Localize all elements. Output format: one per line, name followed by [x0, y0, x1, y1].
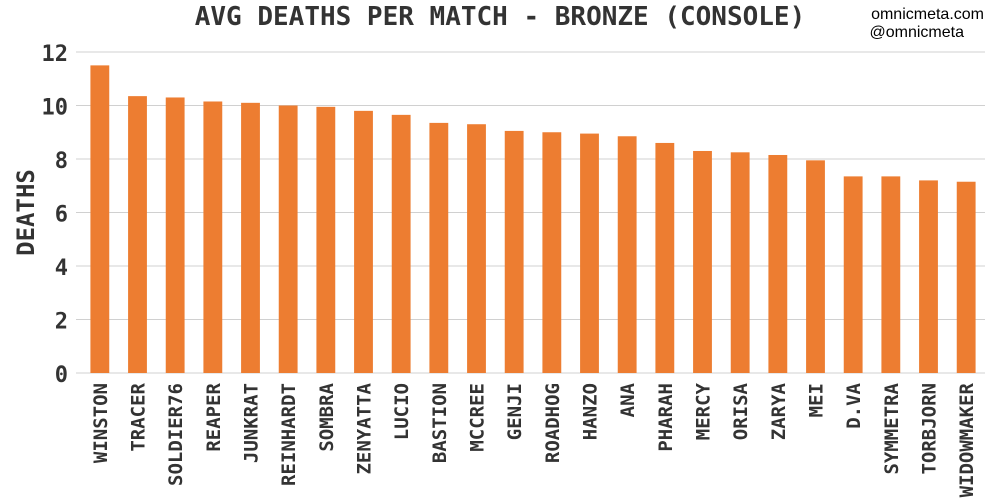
bar	[956, 181, 976, 373]
x-tick-label: SOLDIER76	[165, 383, 187, 486]
x-tick-label: MCCREE	[467, 383, 489, 452]
bar	[391, 114, 411, 374]
bar	[467, 124, 486, 373]
x-tick-label: REAPER	[203, 382, 225, 451]
x-tick-label: ZARYA	[768, 382, 790, 440]
y-tick-label: 4	[55, 256, 68, 281]
x-tick-label: HANZO	[580, 383, 602, 440]
credit-site: omnicmeta.com	[871, 6, 984, 23]
y-axis-label: DEATHS	[12, 169, 40, 256]
bar	[580, 133, 599, 373]
x-tick-label: ORISA	[730, 382, 752, 440]
x-tick-label: MERCY	[693, 382, 715, 440]
x-tick-label: REINHARDT	[278, 383, 300, 486]
bar	[693, 150, 712, 373]
x-tick-label: PHARAH	[655, 383, 677, 452]
x-tick-label: LUCIO	[391, 383, 413, 440]
y-tick-label: 2	[55, 310, 68, 335]
x-tick-label: TORBJORN	[919, 383, 941, 475]
bar	[90, 65, 110, 373]
x-tick-label: ROADHOG	[542, 383, 564, 463]
bar	[241, 102, 260, 373]
bar	[542, 132, 562, 373]
bar	[843, 176, 863, 373]
x-tick-label: BASTION	[429, 383, 451, 463]
x-tick-label: SOMBRA	[316, 382, 338, 451]
bar	[429, 122, 449, 373]
bar	[203, 101, 223, 374]
x-tick-label: D.VA	[843, 382, 865, 428]
bar	[504, 130, 524, 373]
bar	[881, 176, 901, 373]
y-tick-label: 6	[55, 203, 68, 228]
y-tick-label: 0	[55, 363, 68, 388]
y-tick-label: 10	[42, 96, 69, 121]
x-tick-label: JUNKRAT	[241, 383, 263, 463]
chart-title: AVG DEATHS PER MATCH - BRONZE (CONSOLE)	[194, 2, 806, 32]
bar	[617, 136, 637, 373]
x-tick-label: WIDOWMAKER	[956, 382, 978, 497]
x-tick-label: GENJI	[504, 383, 526, 440]
x-tick-label: ANA	[617, 382, 639, 417]
x-tick-label: MEI	[806, 383, 828, 417]
bar	[919, 180, 938, 373]
bar	[278, 105, 298, 373]
x-tick-label: WINSTON	[90, 383, 112, 463]
bar	[316, 106, 336, 374]
y-tick-label: 12	[42, 42, 69, 67]
y-tick-label: 8	[55, 149, 68, 174]
bar	[806, 160, 825, 373]
bar	[165, 97, 185, 373]
credit-handle: @omnicmeta	[869, 24, 965, 41]
x-tick-label: SYMMETRA	[881, 382, 903, 474]
bar	[655, 142, 675, 373]
bar	[730, 152, 750, 373]
bar	[128, 96, 147, 373]
x-tick-label: TRACER	[128, 382, 150, 451]
bar	[768, 154, 788, 373]
bar	[354, 110, 373, 373]
x-tick-label: ZENYATTA	[354, 382, 376, 474]
